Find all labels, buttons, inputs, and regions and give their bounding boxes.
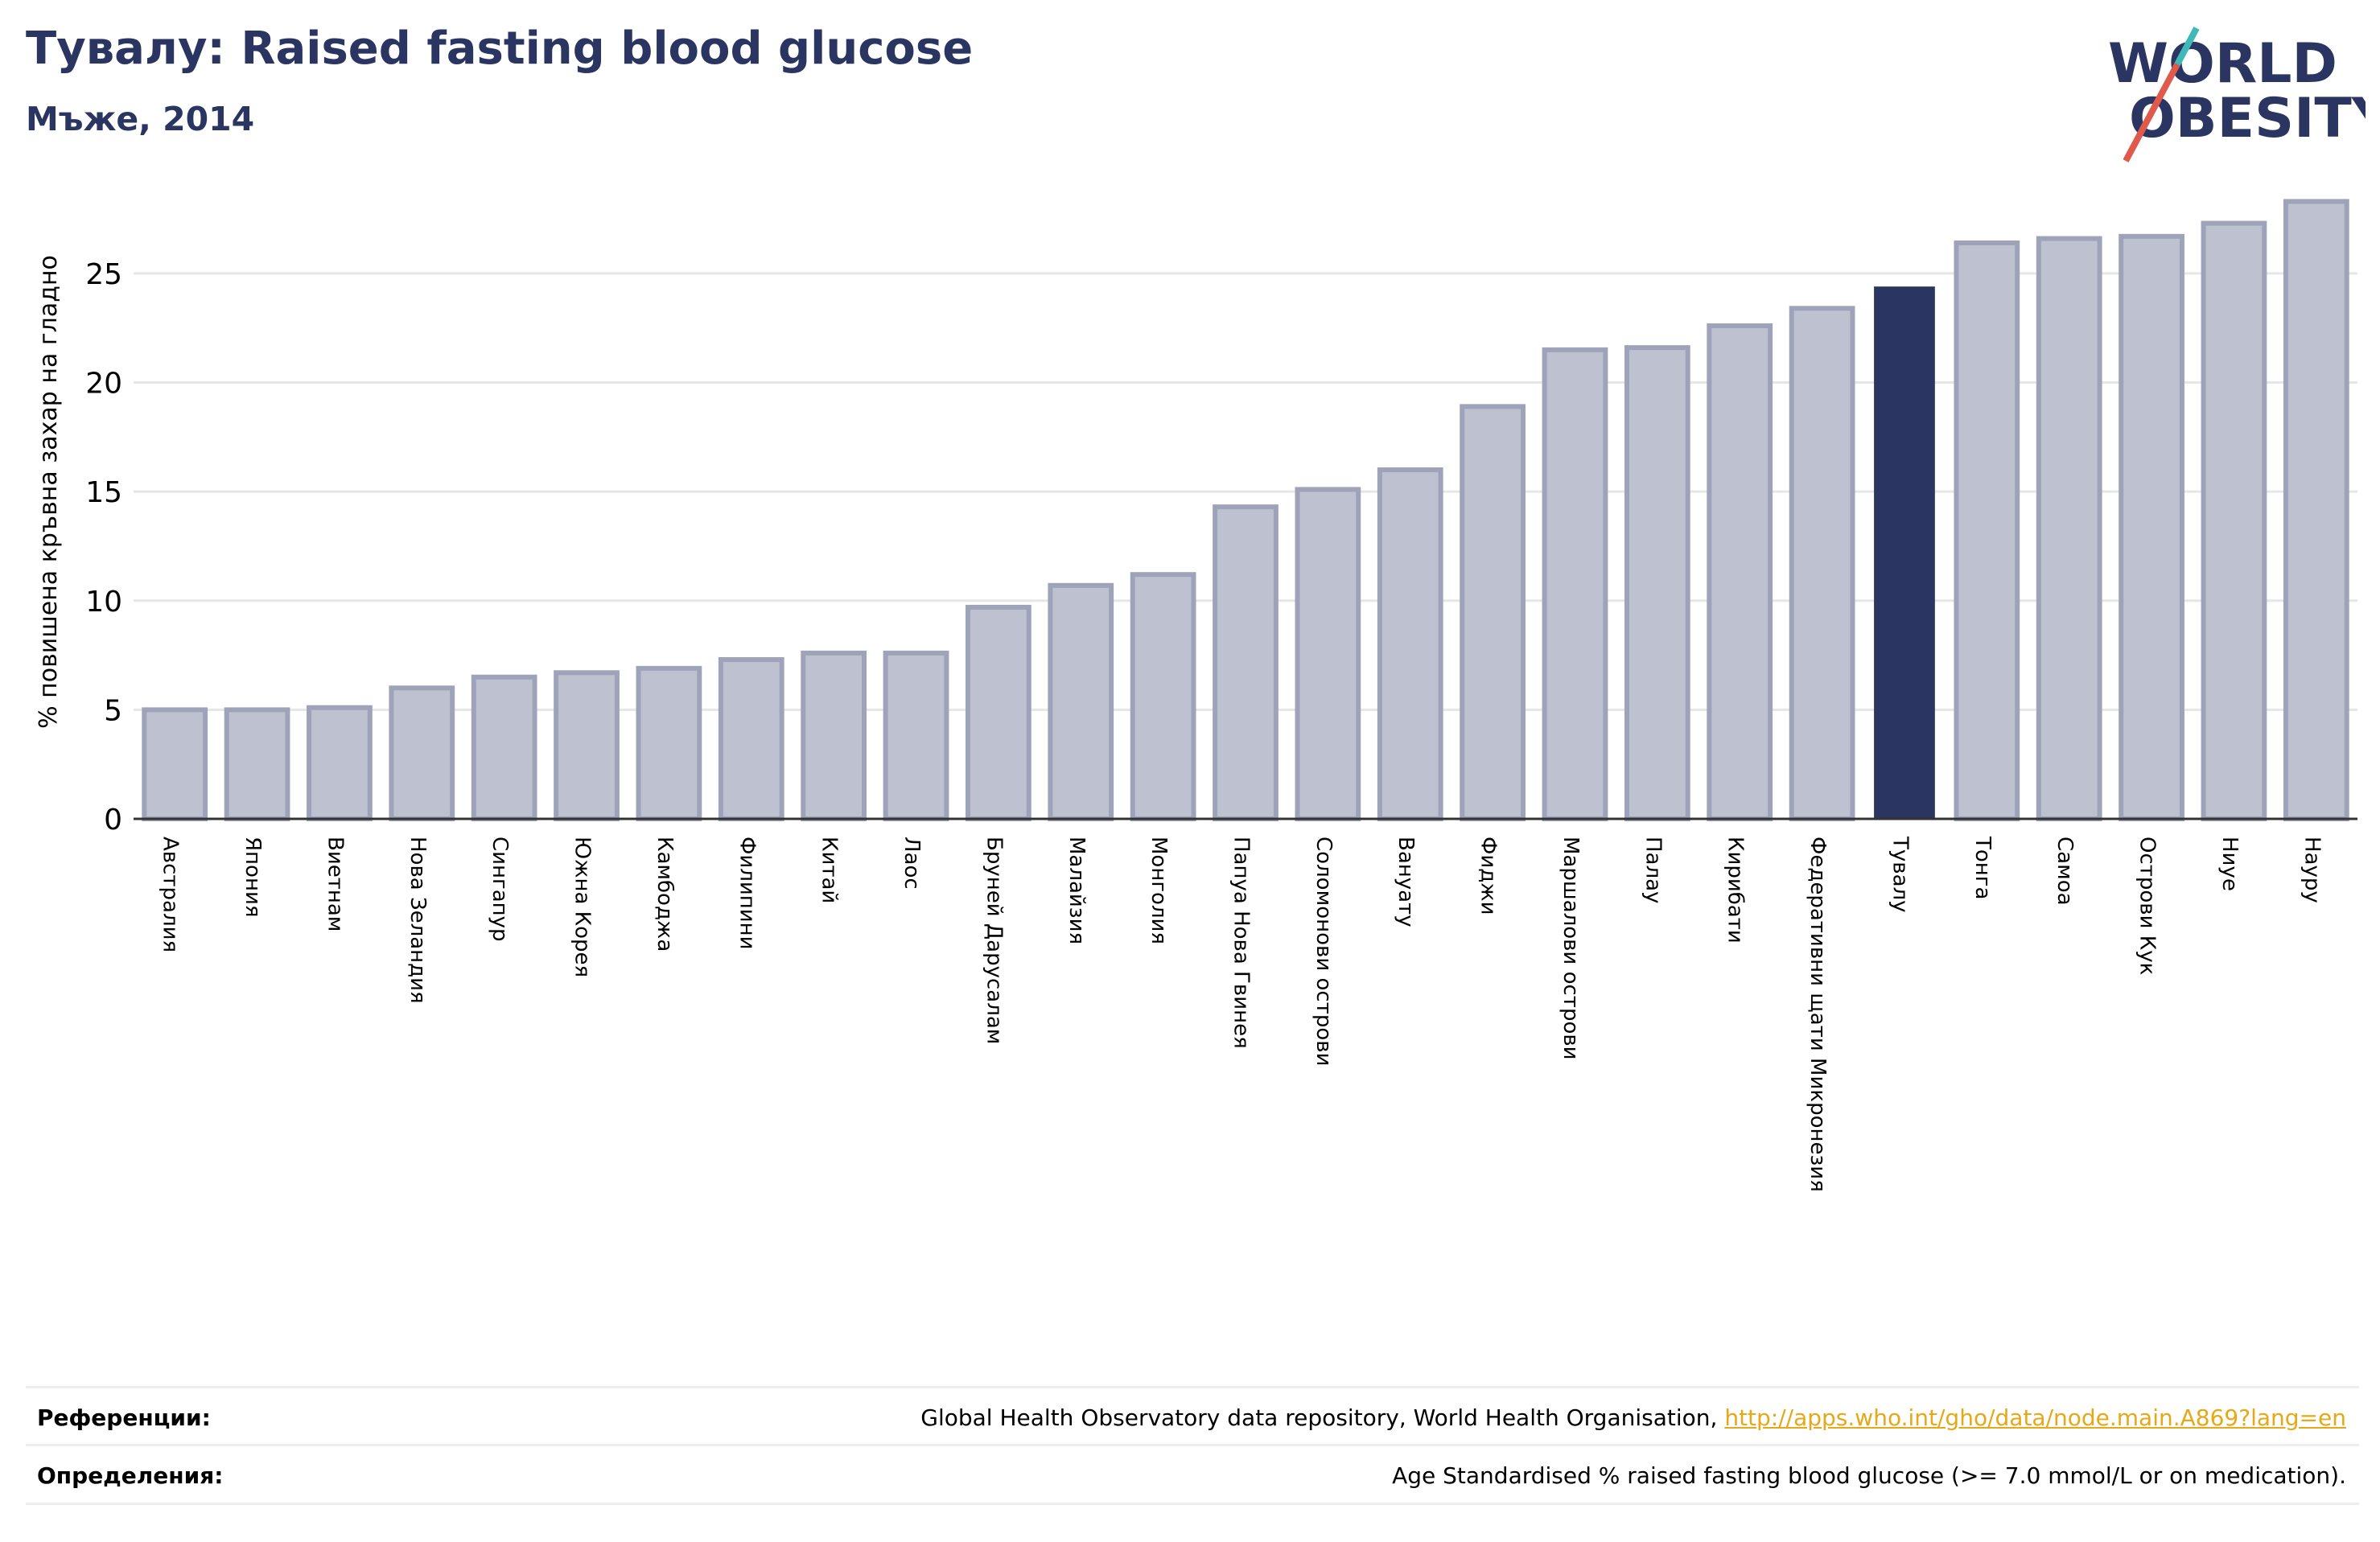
y-tick-labels: 0 5 10 15 20 25	[85, 258, 122, 837]
x-category-label: Сингапур	[488, 837, 512, 942]
x-category-label: Лаос	[900, 837, 924, 890]
x-category-label: Филипини	[735, 837, 759, 950]
x-category-label: Самоа	[2053, 837, 2077, 906]
bar	[2036, 236, 2102, 821]
definitions-row: Определения: Age Standardised % raised f…	[26, 1444, 2359, 1505]
x-category-label: Япония	[241, 837, 265, 918]
bar	[224, 707, 290, 822]
bar	[636, 665, 702, 822]
bar	[389, 685, 455, 822]
references-value: Global Health Observatory data repositor…	[920, 1404, 2346, 1431]
x-category-label: Тонга	[1970, 836, 1995, 899]
logo-slash-teal	[2174, 27, 2200, 66]
bars	[142, 199, 2349, 822]
x-category-label: Нова Зеландия	[406, 837, 430, 1004]
y-tick-label: 15	[85, 476, 122, 509]
x-category-label: Австралия	[159, 837, 183, 952]
bar	[1542, 347, 1608, 822]
page-subtitle: Мъже, 2014	[26, 100, 255, 138]
y-tick-label: 20	[85, 368, 122, 401]
x-category-label: Бруней Дарусалам	[982, 837, 1006, 1044]
x-category-label: Соломонови острови	[1311, 837, 1336, 1066]
x-category-label: Южна Корея	[570, 837, 595, 977]
y-tick-label: 25	[85, 258, 122, 291]
bar	[1048, 582, 1114, 821]
bar	[883, 650, 949, 821]
references-link[interactable]: http://apps.who.int/gho/data/node.main.A…	[1724, 1404, 2346, 1431]
bar	[1707, 323, 1773, 822]
x-category-label: Ниуе	[2217, 837, 2242, 891]
bar	[966, 604, 1031, 821]
x-category-label: Монголия	[1147, 837, 1171, 944]
x-category-label: Острови Кук	[2135, 837, 2160, 975]
logo-slash-coral	[2123, 63, 2180, 162]
x-category-label: Малайзия	[1064, 837, 1089, 944]
bar	[1460, 404, 1526, 821]
bar	[142, 707, 208, 822]
y-tick-label: 0	[104, 804, 122, 837]
bar-chart: 0 5 10 15 20 25 Австралия Япония Виетнам Нова Зе…	[35, 199, 2357, 1192]
bar	[1624, 345, 1690, 822]
x-category-label: Кирибати	[1723, 837, 1748, 944]
bar	[718, 657, 784, 821]
bar	[1954, 240, 2020, 821]
x-category-label: Маршалови острови	[1559, 837, 1583, 1060]
bar	[554, 670, 620, 822]
references-label: Референции:	[37, 1404, 211, 1431]
y-tick-label: 10	[85, 586, 122, 619]
x-category-label: Камбоджа	[653, 837, 677, 952]
logo-line1: WORLD	[2108, 32, 2337, 96]
bar	[2119, 233, 2184, 821]
references-row: Референции: Global Health Observatory da…	[26, 1386, 2359, 1445]
bar	[1130, 572, 1196, 821]
x-category-label: Папуа Нова Гвинея	[1229, 837, 1254, 1049]
page-title: Тувалу: Raised fasting blood glucose	[26, 23, 974, 75]
x-category-label: Китай	[817, 837, 842, 903]
bar	[1295, 487, 1361, 821]
y-axis-label: % повишена кръвна захар на гладно	[35, 255, 63, 729]
x-category-label: Палау	[1641, 837, 1665, 903]
bar	[2201, 220, 2267, 821]
bar	[307, 705, 373, 822]
definitions-value: Age Standardised % raised fasting blood …	[1392, 1462, 2346, 1489]
x-category-label: Тувалу	[1888, 836, 1912, 913]
x-category-labels: Австралия Япония Виетнам Нова Зеландия Синга…	[159, 836, 2324, 1192]
bar	[471, 674, 537, 822]
y-tick-label: 5	[104, 694, 122, 727]
bar	[1874, 286, 1935, 820]
x-category-label: Виетнам	[323, 837, 347, 931]
bar	[1213, 504, 1279, 821]
references-text: Global Health Observatory data repositor…	[920, 1404, 1718, 1431]
x-category-label: Вануату	[1394, 837, 1418, 927]
bar	[1789, 306, 1855, 822]
x-category-label: Федеративни щати Микронезия	[1806, 837, 1830, 1192]
x-category-label: Науру	[2300, 837, 2324, 903]
bar	[801, 650, 867, 821]
x-category-label: Фиджи	[1476, 837, 1501, 915]
logo-line2: OBESITY	[2129, 87, 2366, 150]
definitions-label: Определения:	[37, 1462, 224, 1489]
bar	[2283, 199, 2349, 821]
bar	[1377, 467, 1443, 821]
world-obesity-logo: WORLD OBESITY	[2108, 27, 2366, 162]
